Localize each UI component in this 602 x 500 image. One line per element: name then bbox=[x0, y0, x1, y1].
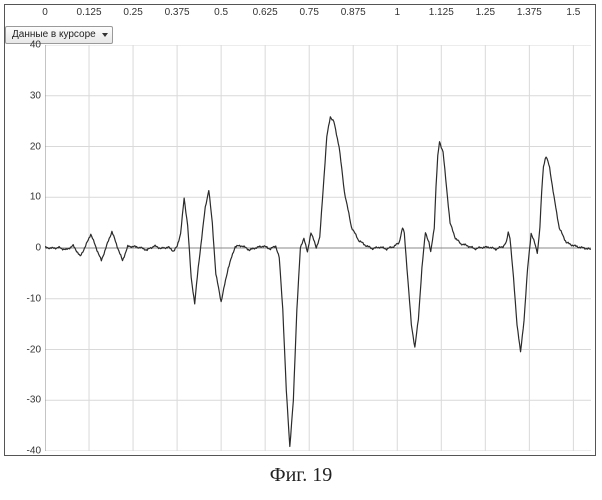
x-tick-label: 0 bbox=[42, 7, 48, 18]
x-tick-label: 1.125 bbox=[429, 7, 454, 18]
dropdown-label: Данные в курсоре bbox=[12, 29, 96, 40]
x-tick-label: 0.375 bbox=[165, 7, 190, 18]
x-tick-label: 0.25 bbox=[123, 7, 142, 18]
y-tick-label: 30 bbox=[17, 90, 41, 101]
y-tick-label: 0 bbox=[17, 243, 41, 254]
x-tick-label: 0.5 bbox=[214, 7, 228, 18]
y-tick-label: 40 bbox=[17, 40, 41, 51]
figure-caption: Фиг. 19 bbox=[0, 464, 602, 487]
x-tick-label: 0.125 bbox=[77, 7, 102, 18]
x-tick-label: 1.375 bbox=[517, 7, 542, 18]
y-tick-label: -40 bbox=[17, 446, 41, 457]
plot-area bbox=[45, 45, 591, 451]
y-tick-label: -10 bbox=[17, 293, 41, 304]
y-tick-label: -30 bbox=[17, 395, 41, 406]
x-tick-label: 0.625 bbox=[253, 7, 278, 18]
figure-container: 0 0.125 0.25 0.375 0.5 0.625 0.75 0.875 1 1.125 1.… bbox=[0, 0, 602, 500]
chart-frame: 0 0.125 0.25 0.375 0.5 0.625 0.75 0.875 1 1.125 1.… bbox=[4, 4, 596, 456]
line-chart-svg bbox=[45, 45, 591, 451]
x-tick-label: 1 bbox=[394, 7, 400, 18]
y-tick-label: 20 bbox=[17, 141, 41, 152]
x-tick-label: 0.75 bbox=[299, 7, 318, 18]
x-tick-label: 0.875 bbox=[341, 7, 366, 18]
x-tick-label: 1.25 bbox=[476, 7, 495, 18]
y-tick-label: -20 bbox=[17, 344, 41, 355]
chevron-down-icon bbox=[102, 33, 108, 37]
x-tick-label: 1.5 bbox=[566, 7, 580, 18]
y-tick-label: 10 bbox=[17, 192, 41, 203]
